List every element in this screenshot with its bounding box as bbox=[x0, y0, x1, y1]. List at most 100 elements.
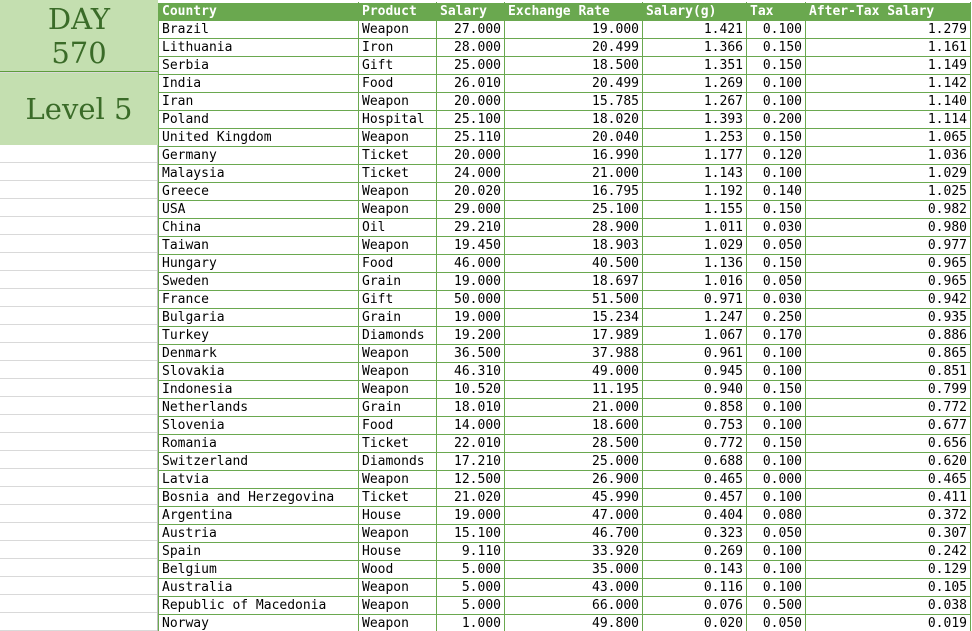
cell-product[interactable]: Ticket bbox=[358, 434, 437, 453]
cell-exchange-rate[interactable]: 19.000 bbox=[504, 20, 643, 39]
header-after-tax-salary[interactable]: After-Tax Salary bbox=[805, 2, 971, 21]
cell-after-tax-salary[interactable]: 1.161 bbox=[805, 38, 971, 57]
cell-after-tax-salary[interactable]: 0.307 bbox=[805, 524, 971, 543]
cell-tax[interactable]: 0.200 bbox=[746, 110, 806, 129]
cell-salary[interactable]: 19.000 bbox=[436, 272, 505, 291]
cell-salary-g[interactable]: 1.269 bbox=[642, 74, 747, 93]
cell-salary-g[interactable]: 1.011 bbox=[642, 218, 747, 237]
cell-country[interactable]: Denmark bbox=[158, 344, 359, 363]
cell-tax[interactable]: 0.100 bbox=[746, 542, 806, 561]
cell-salary-g[interactable]: 0.020 bbox=[642, 614, 747, 631]
cell-country[interactable]: India bbox=[158, 74, 359, 93]
cell-exchange-rate[interactable]: 18.903 bbox=[504, 236, 643, 255]
cell-salary-g[interactable]: 1.393 bbox=[642, 110, 747, 129]
cell-country[interactable]: Sweden bbox=[158, 272, 359, 291]
cell-exchange-rate[interactable]: 33.920 bbox=[504, 542, 643, 561]
cell-after-tax-salary[interactable]: 0.677 bbox=[805, 416, 971, 435]
cell-product[interactable]: Gift bbox=[358, 56, 437, 75]
cell-tax[interactable]: 0.150 bbox=[746, 200, 806, 219]
cell-exchange-rate[interactable]: 49.800 bbox=[504, 614, 643, 631]
cell-tax[interactable]: 0.100 bbox=[746, 362, 806, 381]
cell-country[interactable]: Spain bbox=[158, 542, 359, 561]
cell-country[interactable]: Argentina bbox=[158, 506, 359, 525]
cell-exchange-rate[interactable]: 46.700 bbox=[504, 524, 643, 543]
cell-product[interactable]: Weapon bbox=[358, 524, 437, 543]
cell-salary-g[interactable]: 1.366 bbox=[642, 38, 747, 57]
cell-salary[interactable]: 19.000 bbox=[436, 506, 505, 525]
cell-salary[interactable]: 29.210 bbox=[436, 218, 505, 237]
cell-salary[interactable]: 20.000 bbox=[436, 146, 505, 165]
cell-exchange-rate[interactable]: 25.100 bbox=[504, 200, 643, 219]
cell-country[interactable]: Belgium bbox=[158, 560, 359, 579]
cell-after-tax-salary[interactable]: 0.977 bbox=[805, 236, 971, 255]
cell-after-tax-salary[interactable]: 0.865 bbox=[805, 344, 971, 363]
cell-country[interactable]: Malaysia bbox=[158, 164, 359, 183]
cell-country[interactable]: Switzerland bbox=[158, 452, 359, 471]
cell-salary[interactable]: 24.000 bbox=[436, 164, 505, 183]
cell-country[interactable]: Republic of Macedonia bbox=[158, 596, 359, 615]
cell-after-tax-salary[interactable]: 0.411 bbox=[805, 488, 971, 507]
cell-salary[interactable]: 19.200 bbox=[436, 326, 505, 345]
header-country[interactable]: Country bbox=[158, 2, 359, 21]
cell-salary[interactable]: 36.500 bbox=[436, 344, 505, 363]
cell-country[interactable]: France bbox=[158, 290, 359, 309]
cell-product[interactable]: Gift bbox=[358, 290, 437, 309]
cell-after-tax-salary[interactable]: 1.142 bbox=[805, 74, 971, 93]
cell-product[interactable]: Food bbox=[358, 254, 437, 273]
cell-after-tax-salary[interactable]: 0.980 bbox=[805, 218, 971, 237]
cell-exchange-rate[interactable]: 16.990 bbox=[504, 146, 643, 165]
cell-salary[interactable]: 25.110 bbox=[436, 128, 505, 147]
cell-tax[interactable]: 0.100 bbox=[746, 578, 806, 597]
cell-product[interactable]: Weapon bbox=[358, 470, 437, 489]
cell-tax[interactable]: 0.150 bbox=[746, 128, 806, 147]
cell-salary[interactable]: 12.500 bbox=[436, 470, 505, 489]
cell-country[interactable]: Bosnia and Herzegovina bbox=[158, 488, 359, 507]
cell-exchange-rate[interactable]: 51.500 bbox=[504, 290, 643, 309]
cell-salary-g[interactable]: 1.267 bbox=[642, 92, 747, 111]
cell-salary-g[interactable]: 0.971 bbox=[642, 290, 747, 309]
cell-after-tax-salary[interactable]: 0.851 bbox=[805, 362, 971, 381]
cell-salary-g[interactable]: 1.253 bbox=[642, 128, 747, 147]
cell-exchange-rate[interactable]: 15.234 bbox=[504, 308, 643, 327]
cell-exchange-rate[interactable]: 18.600 bbox=[504, 416, 643, 435]
cell-tax[interactable]: 0.250 bbox=[746, 308, 806, 327]
cell-salary-g[interactable]: 0.404 bbox=[642, 506, 747, 525]
cell-salary[interactable]: 29.000 bbox=[436, 200, 505, 219]
cell-tax[interactable]: 0.140 bbox=[746, 182, 806, 201]
cell-country[interactable]: Greece bbox=[158, 182, 359, 201]
cell-after-tax-salary[interactable]: 1.029 bbox=[805, 164, 971, 183]
cell-salary-g[interactable]: 0.772 bbox=[642, 434, 747, 453]
cell-tax[interactable]: 0.100 bbox=[746, 560, 806, 579]
cell-tax[interactable]: 0.150 bbox=[746, 56, 806, 75]
cell-salary[interactable]: 25.000 bbox=[436, 56, 505, 75]
cell-salary-g[interactable]: 0.465 bbox=[642, 470, 747, 489]
cell-country[interactable]: Norway bbox=[158, 614, 359, 631]
cell-exchange-rate[interactable]: 18.500 bbox=[504, 56, 643, 75]
cell-tax[interactable]: 0.100 bbox=[746, 74, 806, 93]
header-salary[interactable]: Salary bbox=[436, 2, 505, 21]
cell-product[interactable]: Weapon bbox=[358, 380, 437, 399]
cell-tax[interactable]: 0.050 bbox=[746, 524, 806, 543]
cell-country[interactable]: Brazil bbox=[158, 20, 359, 39]
cell-salary-g[interactable]: 1.136 bbox=[642, 254, 747, 273]
cell-exchange-rate[interactable]: 66.000 bbox=[504, 596, 643, 615]
cell-exchange-rate[interactable]: 18.697 bbox=[504, 272, 643, 291]
cell-tax[interactable]: 0.100 bbox=[746, 344, 806, 363]
cell-product[interactable]: Hospital bbox=[358, 110, 437, 129]
cell-after-tax-salary[interactable]: 0.982 bbox=[805, 200, 971, 219]
cell-salary-g[interactable]: 0.753 bbox=[642, 416, 747, 435]
cell-salary-g[interactable]: 0.688 bbox=[642, 452, 747, 471]
cell-salary[interactable]: 27.000 bbox=[436, 20, 505, 39]
cell-after-tax-salary[interactable]: 0.620 bbox=[805, 452, 971, 471]
cell-product[interactable]: Ticket bbox=[358, 164, 437, 183]
cell-country[interactable]: Poland bbox=[158, 110, 359, 129]
cell-product[interactable]: Grain bbox=[358, 308, 437, 327]
cell-salary[interactable]: 21.020 bbox=[436, 488, 505, 507]
cell-product[interactable]: Food bbox=[358, 74, 437, 93]
cell-salary-g[interactable]: 1.029 bbox=[642, 236, 747, 255]
cell-country[interactable]: Taiwan bbox=[158, 236, 359, 255]
cell-salary[interactable]: 1.000 bbox=[436, 614, 505, 631]
cell-exchange-rate[interactable]: 28.500 bbox=[504, 434, 643, 453]
header-salary-g[interactable]: Salary(g) bbox=[642, 2, 747, 21]
cell-after-tax-salary[interactable]: 0.019 bbox=[805, 614, 971, 631]
